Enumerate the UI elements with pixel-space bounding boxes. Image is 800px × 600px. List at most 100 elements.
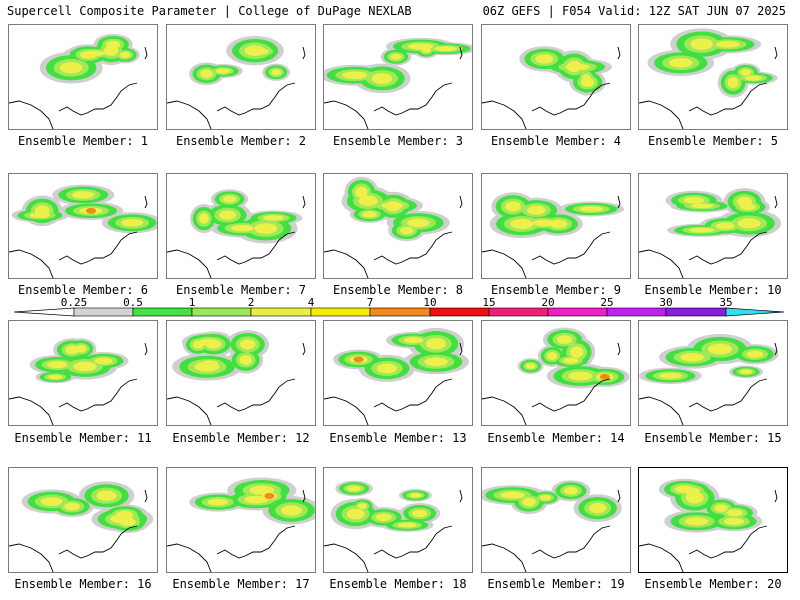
ensemble-member-map-panel[interactable] [323,24,473,130]
colorbar-tick-label: 0.5 [123,297,143,309]
colorbar-tick-label: 35 [719,297,732,309]
colorbar-legend: 0.25 0.5 1 2 4 7 10 15 20 25 30 35 [13,297,785,317]
lake-shoreline [302,195,306,209]
coastline [750,525,768,535]
scp-field-map [482,46,621,129]
ensemble-member-map-panel[interactable] [638,467,788,573]
coastline [435,378,453,388]
colorbar-segment [665,307,727,317]
scp-max-area [599,373,610,380]
scp-field-map [9,338,148,425]
coastline [120,525,138,535]
coastline [278,378,296,388]
scp-field-map [167,36,306,129]
colorbar-low-arrow [13,307,75,317]
lake-shoreline [774,342,778,356]
coastline [639,533,752,572]
scp-field-map [167,189,306,278]
ensemble-member-map-panel[interactable] [166,24,316,130]
ensemble-member-label: Ensemble Member: 13 [329,431,467,445]
scp-contour-layer [683,196,761,233]
scp-field-map [324,327,469,425]
colorbar-tick-label: 30 [659,297,672,309]
coastline [482,239,595,278]
ensemble-member-map-panel[interactable] [8,467,158,573]
scp-field-map [324,176,463,278]
lake-shoreline [144,489,148,503]
ensemble-member-label: Ensemble Member: 19 [487,577,625,591]
coastline [167,239,280,278]
ensemble-member-map-panel[interactable] [166,173,316,279]
coastline [278,525,296,535]
lake-shoreline [617,195,621,209]
scp-contour-layer [659,343,764,379]
ensemble-member-map-panel[interactable] [481,467,631,573]
lake-shoreline [302,342,306,356]
colorbar-segment [310,307,371,317]
coastline [278,82,296,92]
ensemble-member-label: Ensemble Member: 7 [175,283,307,297]
scp-contour-layer [349,337,448,374]
coastline [9,239,122,278]
lake-shoreline [459,489,463,503]
scp-field-map [167,477,315,572]
scp-field-map [9,481,154,572]
scp-contour-layer [198,195,284,234]
ensemble-member-map-panel[interactable] [323,173,473,279]
colorbar-tick-label: 2 [248,297,255,309]
ensemble-member-map-panel[interactable] [481,320,631,426]
scp-contour-layer [59,40,131,74]
colorbar-tick-label: 15 [482,297,495,309]
ensemble-member-map-panel[interactable] [638,24,788,130]
scp-field-map [482,327,630,425]
colorbar-tick-label: 4 [308,297,315,309]
colorbar-segment [547,307,608,317]
ensemble-member-map-panel[interactable] [323,467,473,573]
ensemble-member-map-panel[interactable] [166,320,316,426]
scp-field-map [639,188,782,278]
coastline [167,90,280,129]
scp-max-area [353,356,364,363]
coastline [9,533,122,572]
scp-contour-layer [47,344,113,380]
coastline [593,525,611,535]
ensemble-member-map-panel[interactable] [481,24,631,130]
scp-field-map [324,37,472,129]
ensemble-member-map-panel[interactable] [8,320,158,426]
coastline [482,533,595,572]
ensemble-member-label: Ensemble Member: 2 [175,134,307,148]
coastline [435,525,453,535]
scp-contour-layer [342,43,457,84]
ensemble-member-map-panel[interactable] [323,320,473,426]
coastline [9,386,122,425]
coastline [324,239,437,278]
colorbar-segment [132,307,193,317]
scp-field-map [9,184,157,278]
ensemble-member-map-panel[interactable] [8,173,158,279]
lake-shoreline [617,342,621,356]
colorbar-tick-label: 10 [423,297,436,309]
ensemble-member-map-panel[interactable] [166,467,316,573]
ensemble-member-map-panel[interactable] [638,173,788,279]
scp-contour-layer [192,338,256,372]
scp-field-map [482,192,625,278]
scp-field-map [324,480,463,572]
ensemble-member-label: Ensemble Member: 20 [644,577,782,591]
coastline [324,386,437,425]
lake-shoreline [144,46,148,60]
ensemble-member-label: Ensemble Member: 12 [172,431,310,445]
coastline [482,90,595,129]
lake-shoreline [459,342,463,356]
ensemble-member-label: Ensemble Member: 4 [490,134,622,148]
colorbar-segment [369,307,431,317]
colorbar-segment [606,307,667,317]
coastline [593,231,611,241]
lake-shoreline [774,195,778,209]
colorbar-tick-label: 0.25 [61,297,88,309]
lake-shoreline [459,195,463,209]
lake-shoreline [774,489,778,503]
ensemble-member-map-panel[interactable] [8,24,158,130]
ensemble-member-map-panel[interactable] [638,320,788,426]
scp-field-map [639,28,778,129]
ensemble-member-map-panel[interactable] [481,173,631,279]
